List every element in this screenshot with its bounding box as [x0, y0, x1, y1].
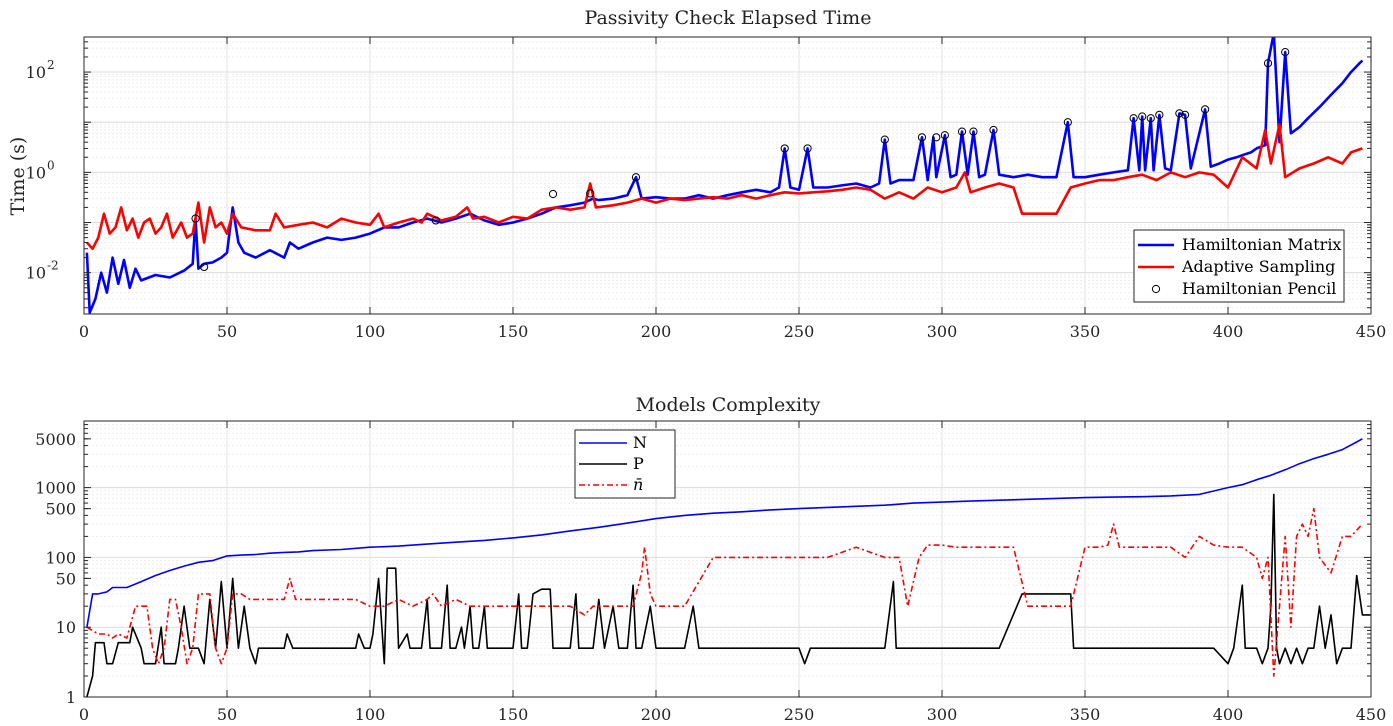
pencil-marker	[548, 189, 558, 199]
y-tick-label: 500	[45, 500, 76, 519]
series-line-p	[86, 493, 1371, 697]
pencil-marker	[191, 214, 200, 223]
pencil-marker	[1063, 118, 1072, 127]
y-tick-exponent: -2	[47, 259, 59, 273]
pencil-marker	[780, 144, 789, 153]
models-complexity-plot: Models Complexity 0 50 100 150 200 250 300 350 4…	[35, 394, 1386, 724]
pencil-marker	[1263, 59, 1273, 68]
elapsed-time-x-ticks: 0 50 100 150 200 250 300 350 400 450	[79, 37, 1386, 341]
pencil-marker	[1201, 105, 1210, 114]
pencil-marker	[1281, 47, 1290, 57]
y-tick-label: 10	[26, 163, 46, 182]
y-tick-label: 5000	[35, 430, 76, 449]
series-line-n-bar	[86, 507, 1363, 677]
models-complexity-legend: NPn̄	[574, 429, 676, 499]
elapsed-time-series	[85, 37, 1364, 314]
x-tick-label: 350	[1070, 705, 1101, 724]
x-tick-label: 50	[217, 322, 237, 341]
pencil-marker	[917, 133, 927, 142]
x-tick-label: 350	[1070, 322, 1101, 341]
y-tick-label: 10	[26, 63, 46, 82]
pencil-marker	[940, 131, 949, 140]
series-line-adaptive-sampling	[85, 123, 1363, 250]
x-tick-label: 450	[1356, 322, 1387, 341]
x-tick-label: 50	[217, 705, 237, 724]
pencil-marker	[957, 127, 967, 136]
x-tick-label: 0	[79, 322, 89, 341]
legend-marker	[1151, 284, 1161, 294]
y-tick-label: 1	[66, 688, 76, 707]
pencil-marker	[586, 189, 595, 198]
legend-label: n̄	[633, 475, 643, 494]
elapsed-time-title: Passivity Check Elapsed Time	[585, 7, 872, 29]
pencil-marker	[1155, 110, 1164, 119]
legend-label: Hamiltonian Matrix	[1182, 235, 1341, 254]
x-tick-label: 400	[1213, 322, 1244, 341]
pencil-marker	[989, 125, 998, 135]
models-complexity-title: Models Complexity	[636, 394, 821, 416]
pencil-marker	[200, 262, 209, 272]
elapsed-time-plot: Passivity Check Elapsed Time 0 50 100 150 20…	[7, 7, 1386, 341]
x-tick-label: 150	[498, 322, 529, 341]
elapsed-time-y-label: Time (s)	[7, 137, 29, 216]
pencil-marker	[1129, 114, 1138, 123]
models-complexity-x-ticks: 0 50 100 150 200 250 300 350 400 450	[79, 421, 1386, 724]
pencil-marker	[631, 173, 641, 182]
y-tick-label: 50	[56, 569, 76, 588]
models-complexity-grid	[83, 420, 1372, 698]
x-tick-label: 200	[641, 322, 672, 341]
x-tick-label: 300	[927, 322, 958, 341]
y-tick-label: 1000	[35, 479, 76, 498]
legend-label: P	[633, 454, 644, 473]
y-tick-label: 100	[45, 548, 76, 567]
y-tick-label: 10	[56, 618, 76, 637]
legend-label: N	[633, 433, 647, 452]
elapsed-time-axes-box	[83, 36, 1372, 315]
x-tick-label: 200	[641, 705, 672, 724]
x-tick-label: 450	[1356, 705, 1387, 724]
pencil-marker	[431, 216, 440, 225]
pencil-marker	[969, 127, 978, 136]
x-tick-label: 100	[355, 322, 386, 341]
models-complexity-axes-box	[83, 420, 1372, 698]
legend-label: Hamiltonian Pencil	[1182, 279, 1336, 298]
pencil-marker	[932, 133, 941, 142]
x-tick-label: 300	[927, 705, 958, 724]
x-tick-label: 0	[79, 705, 89, 724]
x-tick-label: 400	[1213, 705, 1244, 724]
elapsed-time-legend: Hamiltonian Matrix Adaptive Sampling Hamil…	[1133, 229, 1345, 303]
x-tick-label: 250	[784, 705, 815, 724]
pencil-marker	[1146, 114, 1155, 123]
pencil-marker	[1181, 110, 1190, 119]
pencil-marker	[803, 144, 812, 153]
x-tick-label: 100	[355, 705, 386, 724]
y-tick-label: 10	[26, 264, 46, 283]
pencil-marker	[1175, 109, 1184, 118]
x-tick-label: 250	[784, 322, 815, 341]
legend-label: Adaptive Sampling	[1181, 257, 1335, 276]
y-tick-exponent: 0	[47, 158, 55, 172]
pencil-marker	[880, 135, 889, 144]
x-tick-label: 150	[498, 705, 529, 724]
series-line-n	[86, 438, 1363, 628]
models-complexity-series	[86, 438, 1371, 697]
models-complexity-y-ticks: 1 10 50 100 500 1000 5000	[35, 420, 1371, 707]
series-line-hamiltonian-matrix	[85, 37, 1364, 314]
y-tick-exponent: 2	[47, 58, 55, 72]
pencil-marker	[1138, 112, 1147, 121]
